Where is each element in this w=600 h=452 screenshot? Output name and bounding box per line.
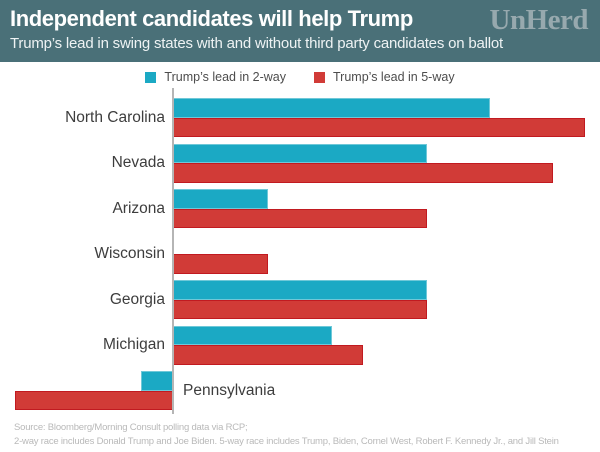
zero-axis-line bbox=[172, 88, 174, 414]
subtitle: Trump’s lead in swing states with and wi… bbox=[10, 35, 504, 52]
bar-5way-north-carolina bbox=[173, 117, 586, 137]
legend-item-2way: Trump’s lead in 2-way bbox=[145, 70, 286, 84]
state-label-georgia: Georgia bbox=[109, 290, 165, 308]
page-title: Independent candidates will help Trump bbox=[10, 6, 413, 31]
header: Independent candidates will help Trump T… bbox=[0, 0, 600, 62]
legend-label-2way: Trump’s lead in 2-way bbox=[164, 70, 286, 84]
bar-2way-arizona bbox=[173, 189, 269, 209]
state-label-pennsylvania: Pennsylvania bbox=[183, 381, 276, 399]
bar-2way-north-carolina bbox=[173, 98, 490, 118]
note-line: 2-way race includes Donald Trump and Joe… bbox=[14, 435, 559, 447]
state-label-arizona: Arizona bbox=[112, 199, 165, 217]
state-label-north-carolina: North Carolina bbox=[65, 108, 165, 126]
legend-swatch-2way-icon bbox=[145, 71, 157, 83]
state-label-wisconsin: Wisconsin bbox=[94, 245, 165, 262]
bar-5way-wisconsin bbox=[173, 254, 269, 274]
bar-2way-pennsylvania bbox=[141, 371, 173, 391]
bar-chart: North Carolina Nevada Arizona Wisconsin Geor… bbox=[0, 88, 600, 418]
legend-label-5way: Trump’s lead in 5-way bbox=[333, 70, 455, 84]
source-line: Source: Bloomberg/Morning Consult pollin… bbox=[14, 422, 248, 433]
footer: Source: Bloomberg/Morning Consult pollin… bbox=[14, 421, 596, 448]
bar-5way-georgia bbox=[173, 299, 427, 319]
bar-5way-michigan bbox=[173, 345, 364, 365]
state-label-nevada: Nevada bbox=[111, 154, 165, 171]
bar-2way-nevada bbox=[173, 143, 427, 163]
legend: Trump’s lead in 2-way Trump’s lead in 5-… bbox=[0, 68, 600, 86]
bar-2way-michigan bbox=[173, 325, 332, 345]
state-label-michigan: Michigan bbox=[102, 336, 165, 353]
unherd-logo: UnHerd bbox=[489, 4, 589, 36]
bar-2way-georgia bbox=[173, 280, 427, 300]
legend-swatch-5way-icon bbox=[314, 71, 325, 83]
bar-5way-nevada bbox=[173, 163, 554, 183]
bar-5way-arizona bbox=[173, 208, 427, 228]
bar-5way-pennsylvania bbox=[14, 390, 173, 410]
legend-item-5way: Trump’s lead in 5-way bbox=[314, 70, 455, 84]
